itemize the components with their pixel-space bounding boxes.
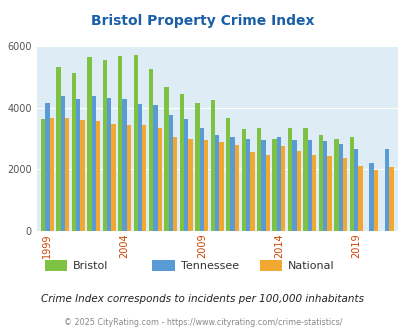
Bar — [307, 141, 311, 231]
Bar — [245, 139, 249, 231]
Bar — [133, 55, 138, 231]
Bar — [173, 137, 177, 231]
Bar — [358, 166, 362, 231]
Bar — [234, 145, 239, 231]
Bar — [272, 139, 276, 231]
Bar — [353, 149, 358, 231]
Bar — [333, 139, 338, 231]
Text: Tennessee: Tennessee — [180, 261, 238, 271]
Bar — [72, 73, 76, 231]
Bar — [49, 118, 54, 231]
Bar — [45, 103, 49, 231]
Bar — [265, 155, 269, 231]
Bar — [327, 155, 331, 231]
Bar — [199, 128, 203, 231]
Bar — [96, 121, 100, 231]
Bar — [65, 118, 69, 231]
Bar — [91, 96, 96, 231]
Bar — [287, 128, 292, 231]
Bar — [41, 118, 45, 231]
Bar — [256, 128, 261, 231]
Bar — [311, 155, 315, 231]
Bar — [195, 103, 199, 231]
Bar — [179, 94, 184, 231]
Bar — [102, 60, 107, 231]
Bar — [210, 100, 215, 231]
Bar — [107, 98, 111, 231]
Bar — [338, 144, 342, 231]
Bar — [226, 118, 230, 231]
Bar — [138, 104, 142, 231]
Bar — [153, 105, 157, 231]
Bar — [276, 137, 280, 231]
Bar — [168, 115, 173, 231]
Bar — [318, 135, 322, 231]
Bar — [87, 57, 91, 231]
Bar — [388, 167, 392, 231]
Bar — [349, 137, 353, 231]
Bar — [111, 123, 115, 231]
Text: Crime Index corresponds to incidents per 100,000 inhabitants: Crime Index corresponds to incidents per… — [41, 294, 364, 304]
Bar — [188, 139, 192, 231]
Bar — [292, 141, 296, 231]
Bar — [60, 96, 65, 231]
Bar — [296, 151, 300, 231]
Bar — [203, 141, 208, 231]
Text: © 2025 CityRating.com - https://www.cityrating.com/crime-statistics/: © 2025 CityRating.com - https://www.city… — [64, 318, 341, 327]
Text: Bristol: Bristol — [73, 261, 108, 271]
Bar — [342, 158, 346, 231]
Bar — [164, 87, 168, 231]
Bar — [118, 56, 122, 231]
Bar — [249, 151, 254, 231]
Bar — [122, 99, 126, 231]
Bar — [215, 135, 219, 231]
Bar — [303, 128, 307, 231]
Bar — [142, 125, 146, 231]
Bar — [149, 69, 153, 231]
Bar — [157, 128, 162, 231]
Bar — [56, 67, 60, 231]
Text: Bristol Property Crime Index: Bristol Property Crime Index — [91, 15, 314, 28]
Bar — [219, 142, 223, 231]
Bar — [184, 119, 188, 231]
Bar — [80, 119, 85, 231]
Bar — [280, 146, 285, 231]
Bar — [241, 129, 245, 231]
Bar — [384, 149, 388, 231]
Text: National: National — [288, 261, 334, 271]
Bar — [373, 170, 377, 231]
Bar — [76, 99, 80, 231]
Bar — [369, 163, 373, 231]
Bar — [261, 141, 265, 231]
Bar — [230, 137, 234, 231]
Bar — [126, 125, 131, 231]
Bar — [322, 141, 327, 231]
